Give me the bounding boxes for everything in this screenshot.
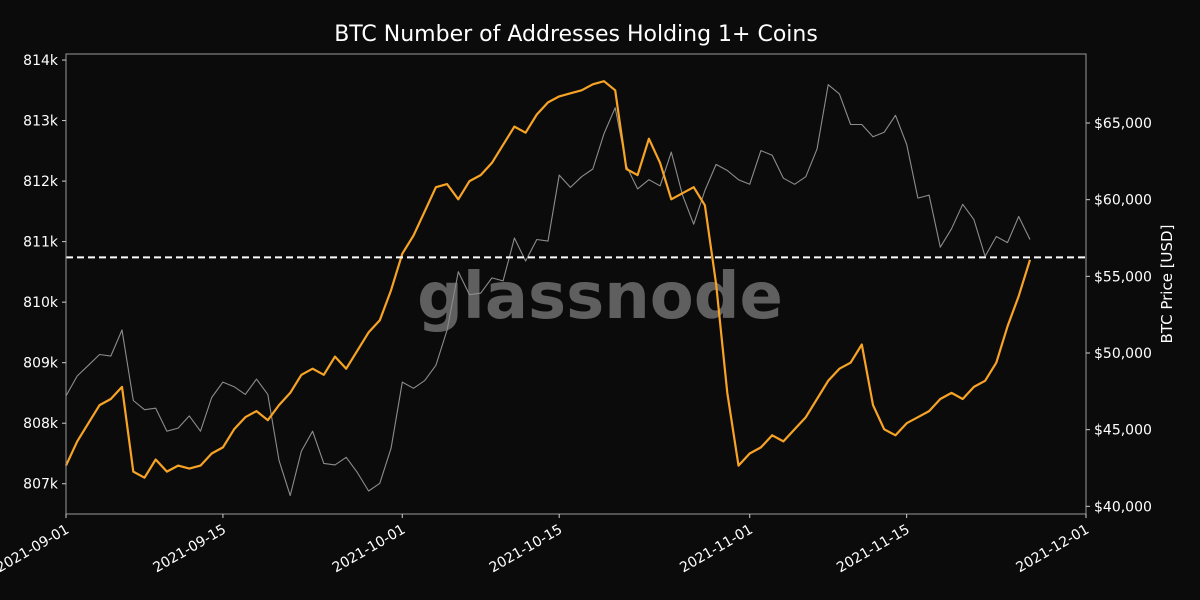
watermark-logo: glassnode <box>417 260 783 334</box>
right-y-tick-label: $60,000 <box>1094 193 1152 209</box>
left-y-tick-label: 808k <box>23 416 59 432</box>
left-y-tick-label: 809k <box>23 356 59 372</box>
chart-title: BTC Number of Addresses Holding 1+ Coins <box>334 22 818 47</box>
addresses-series-line <box>65 80 1032 479</box>
left-y-tick-label: 812k <box>23 174 59 190</box>
right-axis-label: BTC Price [USD] <box>1158 225 1176 344</box>
left-y-tick-label: 811k <box>23 235 59 251</box>
right-y-tick-label: $65,000 <box>1094 116 1152 132</box>
left-y-tick-label: 807k <box>23 477 59 493</box>
right-y-tick-label: $45,000 <box>1094 423 1152 439</box>
right-y-tick-label: $55,000 <box>1094 269 1152 285</box>
left-y-tick-label: 813k <box>23 114 59 130</box>
left-y-tick-label: 814k <box>23 53 59 69</box>
right-y-tick-label: $40,000 <box>1094 499 1152 515</box>
left-y-tick-label: 810k <box>23 295 59 311</box>
plot-area <box>65 80 1086 497</box>
plot-frame <box>65 53 1087 515</box>
right-y-tick-label: $50,000 <box>1094 346 1152 362</box>
btc-price-series-line <box>65 84 1031 497</box>
